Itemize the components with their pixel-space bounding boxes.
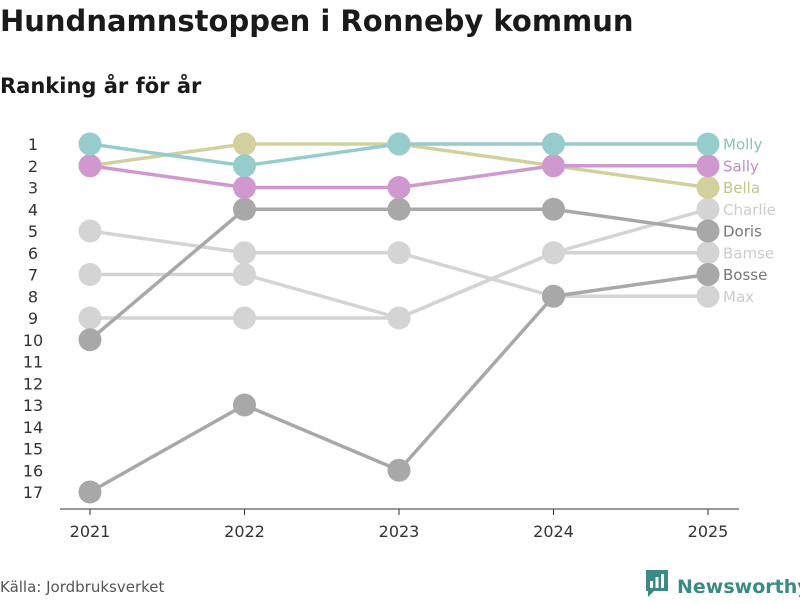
x-axis: 2021 2022 2023 2024 2025 <box>60 508 739 541</box>
point-doris-2024 <box>542 197 565 221</box>
y-tick-label: 4 <box>28 200 38 219</box>
point-charlie-2024 <box>542 241 565 265</box>
point-bosse-2025 <box>696 263 720 286</box>
brand[interactable]: Newsworthy <box>645 569 800 604</box>
point-max-2023 <box>387 241 411 265</box>
series-label-charlie: Charlie <box>723 201 776 219</box>
series-label-bella: Bella <box>723 179 760 197</box>
series-label-doris: Doris <box>723 223 762 241</box>
series-sally <box>78 154 720 199</box>
point-sally-2023 <box>387 176 411 199</box>
x-tick-label: 2021 <box>70 522 111 541</box>
point-bamse-2022 <box>233 263 256 286</box>
series-bosse <box>78 263 720 504</box>
series-label-bosse: Bosse <box>723 266 767 284</box>
point-sally-2024 <box>542 154 565 178</box>
point-max-2021 <box>78 219 102 243</box>
point-sally-2021 <box>78 154 102 178</box>
point-charlie-2021 <box>78 306 102 330</box>
point-max-2025 <box>696 284 720 308</box>
point-bamse-2021 <box>78 263 102 286</box>
point-doris-2023 <box>387 197 411 221</box>
y-tick-label: 7 <box>28 266 38 285</box>
chart-title: Hundnamnstoppen i Ronneby kommun <box>0 4 634 38</box>
y-tick-label: 16 <box>23 461 43 480</box>
y-tick-label: 14 <box>23 418 43 437</box>
y-tick-label: 13 <box>23 396 43 415</box>
source-note: Källa: Jordbruksverket <box>0 578 165 596</box>
point-bella-2022 <box>233 132 256 156</box>
point-molly-2021 <box>78 132 102 156</box>
point-bamse-2025 <box>696 241 720 265</box>
point-max-2022 <box>233 241 256 265</box>
x-tick-label: 2023 <box>379 522 420 541</box>
series-label-molly: Molly <box>723 136 762 154</box>
point-bosse-2022 <box>233 393 256 417</box>
y-tick-label: 3 <box>28 179 38 198</box>
y-tick-label: 10 <box>23 331 43 350</box>
point-charlie-2022 <box>233 306 256 330</box>
point-molly-2022 <box>233 154 256 178</box>
series-molly <box>78 132 720 178</box>
series-label-max: Max <box>723 288 754 306</box>
point-bosse-2021 <box>78 480 102 504</box>
y-tick-label: 15 <box>23 440 43 459</box>
x-tick-label: 2024 <box>533 522 574 541</box>
chart-subtitle: Ranking år för år <box>0 74 202 98</box>
y-tick-label: 9 <box>28 309 38 328</box>
point-charlie-2025 <box>696 197 720 221</box>
point-bella-2025 <box>696 176 720 199</box>
y-tick-label: 11 <box>23 353 43 372</box>
point-bosse-2023 <box>387 458 411 482</box>
y-tick-label: 17 <box>23 483 43 502</box>
point-doris-2022 <box>233 197 256 221</box>
y-tick-label: 12 <box>23 374 43 393</box>
y-tick-label: 8 <box>28 287 38 306</box>
point-sally-2022 <box>233 176 256 199</box>
point-charlie-2023 <box>387 306 411 330</box>
y-tick-label: 6 <box>28 244 38 263</box>
y-tick-label: 1 <box>28 135 38 154</box>
point-molly-2023 <box>387 132 411 156</box>
series-labels: Max Bamse Charlie Bosse Doris Bella Sally Molly <box>723 136 776 306</box>
brand-label: Newsworthy <box>677 575 800 598</box>
point-molly-2025 <box>696 132 720 156</box>
series-doris <box>78 197 720 352</box>
y-tick-label: 5 <box>28 222 38 241</box>
x-tick-label: 2022 <box>224 522 265 541</box>
point-molly-2024 <box>542 132 565 156</box>
y-tick-label: 2 <box>28 157 38 176</box>
point-doris-2025 <box>696 219 720 243</box>
point-bosse-2024 <box>542 284 565 308</box>
point-sally-2025 <box>696 154 720 178</box>
point-doris-2021 <box>78 328 102 352</box>
series-label-sally: Sally <box>723 157 759 175</box>
series-charlie <box>78 197 720 330</box>
newsworthy-logo-icon <box>645 569 669 604</box>
x-tick-label: 2025 <box>688 522 729 541</box>
series-group <box>78 132 720 504</box>
series-label-bamse: Bamse <box>723 244 774 262</box>
